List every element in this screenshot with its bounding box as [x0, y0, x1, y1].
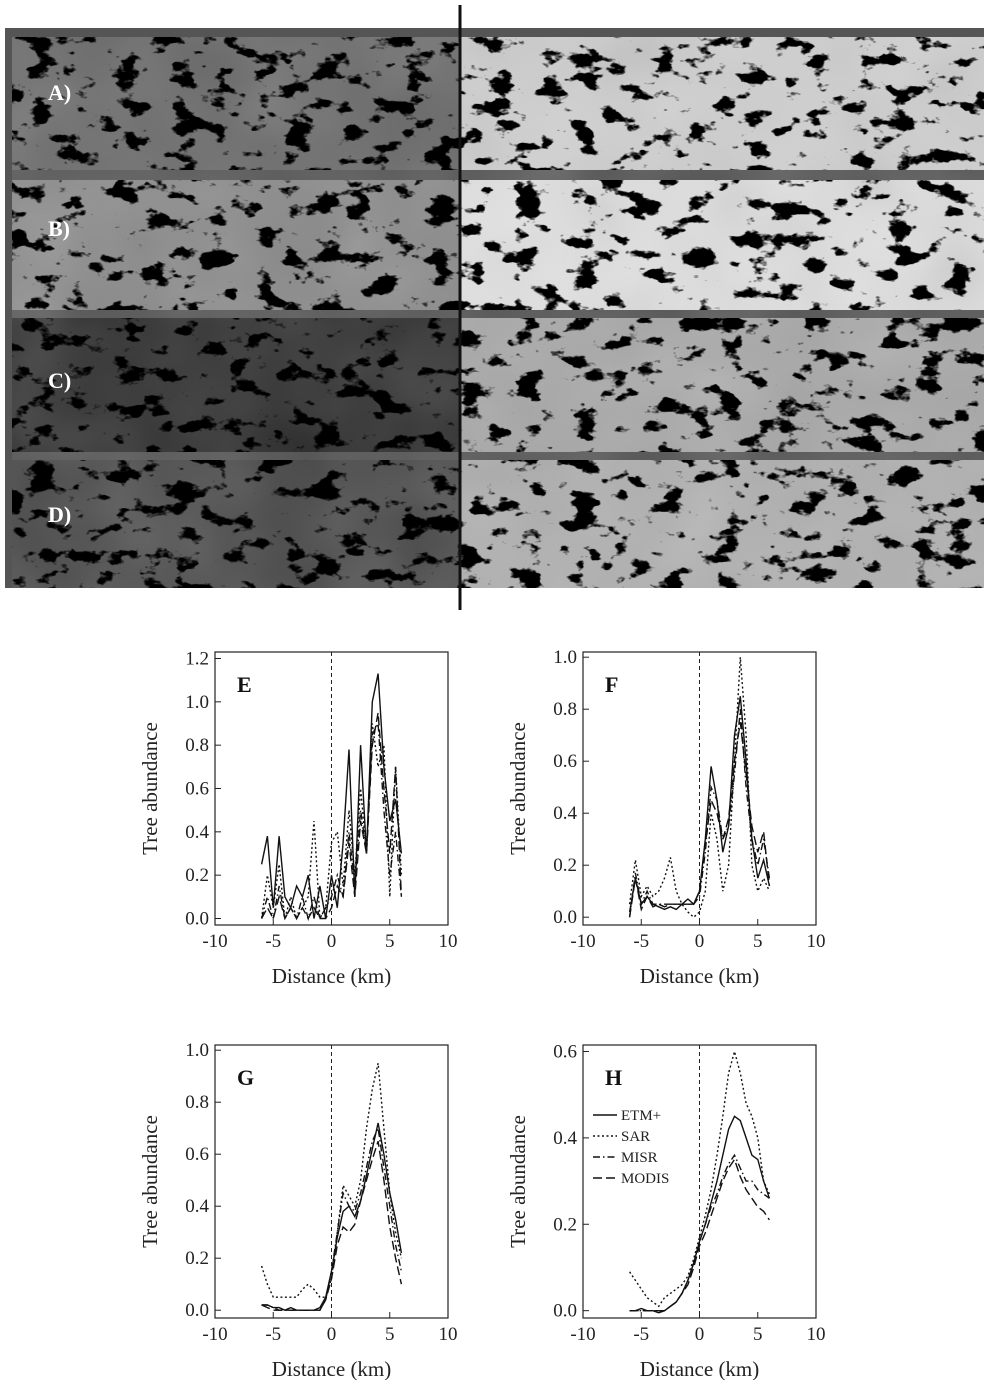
x-tick-label: 10 — [439, 931, 458, 952]
y-tick-label: 0.8 — [185, 1092, 209, 1113]
x-tick-label: -10 — [570, 1324, 595, 1345]
y-tick-label: 0.8 — [185, 735, 209, 756]
y-tick-label: 0.6 — [553, 1041, 577, 1062]
x-tick-label: 10 — [439, 1324, 458, 1345]
panel-title: H — [605, 1065, 622, 1090]
panel-title: F — [605, 672, 618, 697]
panel-label: B) — [48, 216, 70, 241]
subplot: 0.0 0.2 0.4 0.6 0.8 1.0 -10 -5 0 5 10 F Distance (km… — [506, 647, 826, 988]
y-tick-label: 0.4 — [553, 803, 577, 824]
x-tick-label: 10 — [807, 931, 826, 952]
panel-title: E — [237, 672, 252, 697]
panel-title: G — [237, 1065, 254, 1090]
x-axis-label: Distance (km) — [640, 1357, 760, 1380]
y-tick-label: 0.6 — [553, 751, 577, 772]
y-tick-label: 0.0 — [185, 909, 209, 930]
x-tick-label: 10 — [807, 1324, 826, 1345]
subplot: 0.0 0.2 0.4 0.6 -10 -5 0 5 10 H Distance (km) Tree … — [506, 1041, 826, 1380]
x-tick-label: -10 — [570, 931, 595, 952]
panel-label: A) — [48, 80, 71, 105]
y-tick-label: 0.6 — [185, 779, 209, 800]
subplot: 0.0 0.2 0.4 0.6 0.8 1.0 1.2 -10 -5 0 5 10 E Distance … — [138, 649, 458, 989]
data-line — [629, 1157, 770, 1312]
data-line — [628, 657, 771, 919]
x-tick-label: 0 — [327, 1324, 337, 1345]
y-axis-label: Tree abundance — [506, 722, 530, 855]
image-strips — [5, 5, 984, 610]
y-tick-label: 0.4 — [185, 1196, 209, 1217]
data-line — [260, 723, 403, 922]
panel-label: D) — [48, 502, 71, 527]
x-tick-label: -5 — [633, 931, 649, 952]
x-tick-label: -10 — [202, 1324, 227, 1345]
x-tick-label: 0 — [695, 1324, 705, 1345]
y-axis-label: Tree abundance — [506, 1115, 530, 1248]
y-tick-label: 0.0 — [553, 1301, 577, 1322]
data-line — [629, 1115, 771, 1314]
legend-label: ETM+ — [621, 1108, 661, 1124]
y-tick-label: 0.2 — [553, 855, 577, 876]
data-line — [260, 721, 403, 922]
x-tick-label: 5 — [385, 931, 395, 952]
legend-label: MODIS — [621, 1171, 669, 1187]
y-tick-label: 1.0 — [185, 692, 209, 713]
x-tick-label: 0 — [695, 931, 705, 952]
data-line — [260, 1063, 403, 1298]
x-tick-label: 5 — [385, 1324, 395, 1345]
data-line — [628, 709, 771, 918]
x-tick-label: 0 — [327, 931, 337, 952]
dendritic-pattern — [12, 460, 984, 588]
y-tick-label: 1.2 — [185, 649, 209, 670]
y-tick-label: 1.0 — [553, 647, 577, 668]
x-tick-label: -10 — [202, 931, 227, 952]
x-tick-label: -5 — [633, 1324, 649, 1345]
y-axis-label: Tree abundance — [138, 1115, 162, 1248]
y-tick-label: 0.6 — [185, 1144, 209, 1165]
subplot: 0.0 0.2 0.4 0.6 0.8 1.0 -10 -5 0 5 10 G Distance (km… — [138, 1040, 458, 1380]
y-tick-label: 0.0 — [185, 1300, 209, 1321]
x-axis-label: Distance (km) — [640, 964, 760, 988]
dendritic-pattern — [12, 37, 984, 170]
x-tick-label: 5 — [753, 931, 763, 952]
y-tick-label: 0.4 — [185, 822, 209, 843]
x-axis-label: Distance (km) — [272, 964, 392, 988]
y-tick-label: 0.2 — [553, 1214, 577, 1235]
data-line — [629, 1153, 770, 1312]
y-axis-label: Tree abundance — [138, 722, 162, 855]
y-tick-label: 0.8 — [553, 699, 577, 720]
data-line — [260, 712, 403, 921]
panel-label: C) — [48, 368, 71, 393]
data-line — [261, 1140, 403, 1311]
y-tick-label: 0.2 — [185, 865, 209, 886]
x-tick-label: -5 — [265, 1324, 281, 1345]
dendritic-pattern — [12, 318, 984, 452]
data-line — [628, 722, 771, 918]
y-tick-label: 0.2 — [185, 1248, 209, 1269]
legend-label: SAR — [621, 1129, 650, 1145]
data-line — [261, 1122, 403, 1311]
y-tick-label: 0.4 — [553, 1128, 577, 1149]
x-tick-label: 5 — [753, 1324, 763, 1345]
legend-label: MISR — [621, 1150, 658, 1166]
dendritic-pattern — [12, 180, 984, 310]
x-tick-label: -5 — [265, 931, 281, 952]
y-tick-label: 1.0 — [185, 1040, 209, 1061]
x-axis-label: Distance (km) — [272, 1357, 392, 1380]
y-tick-label: 0.0 — [553, 907, 577, 928]
data-line — [260, 673, 403, 919]
